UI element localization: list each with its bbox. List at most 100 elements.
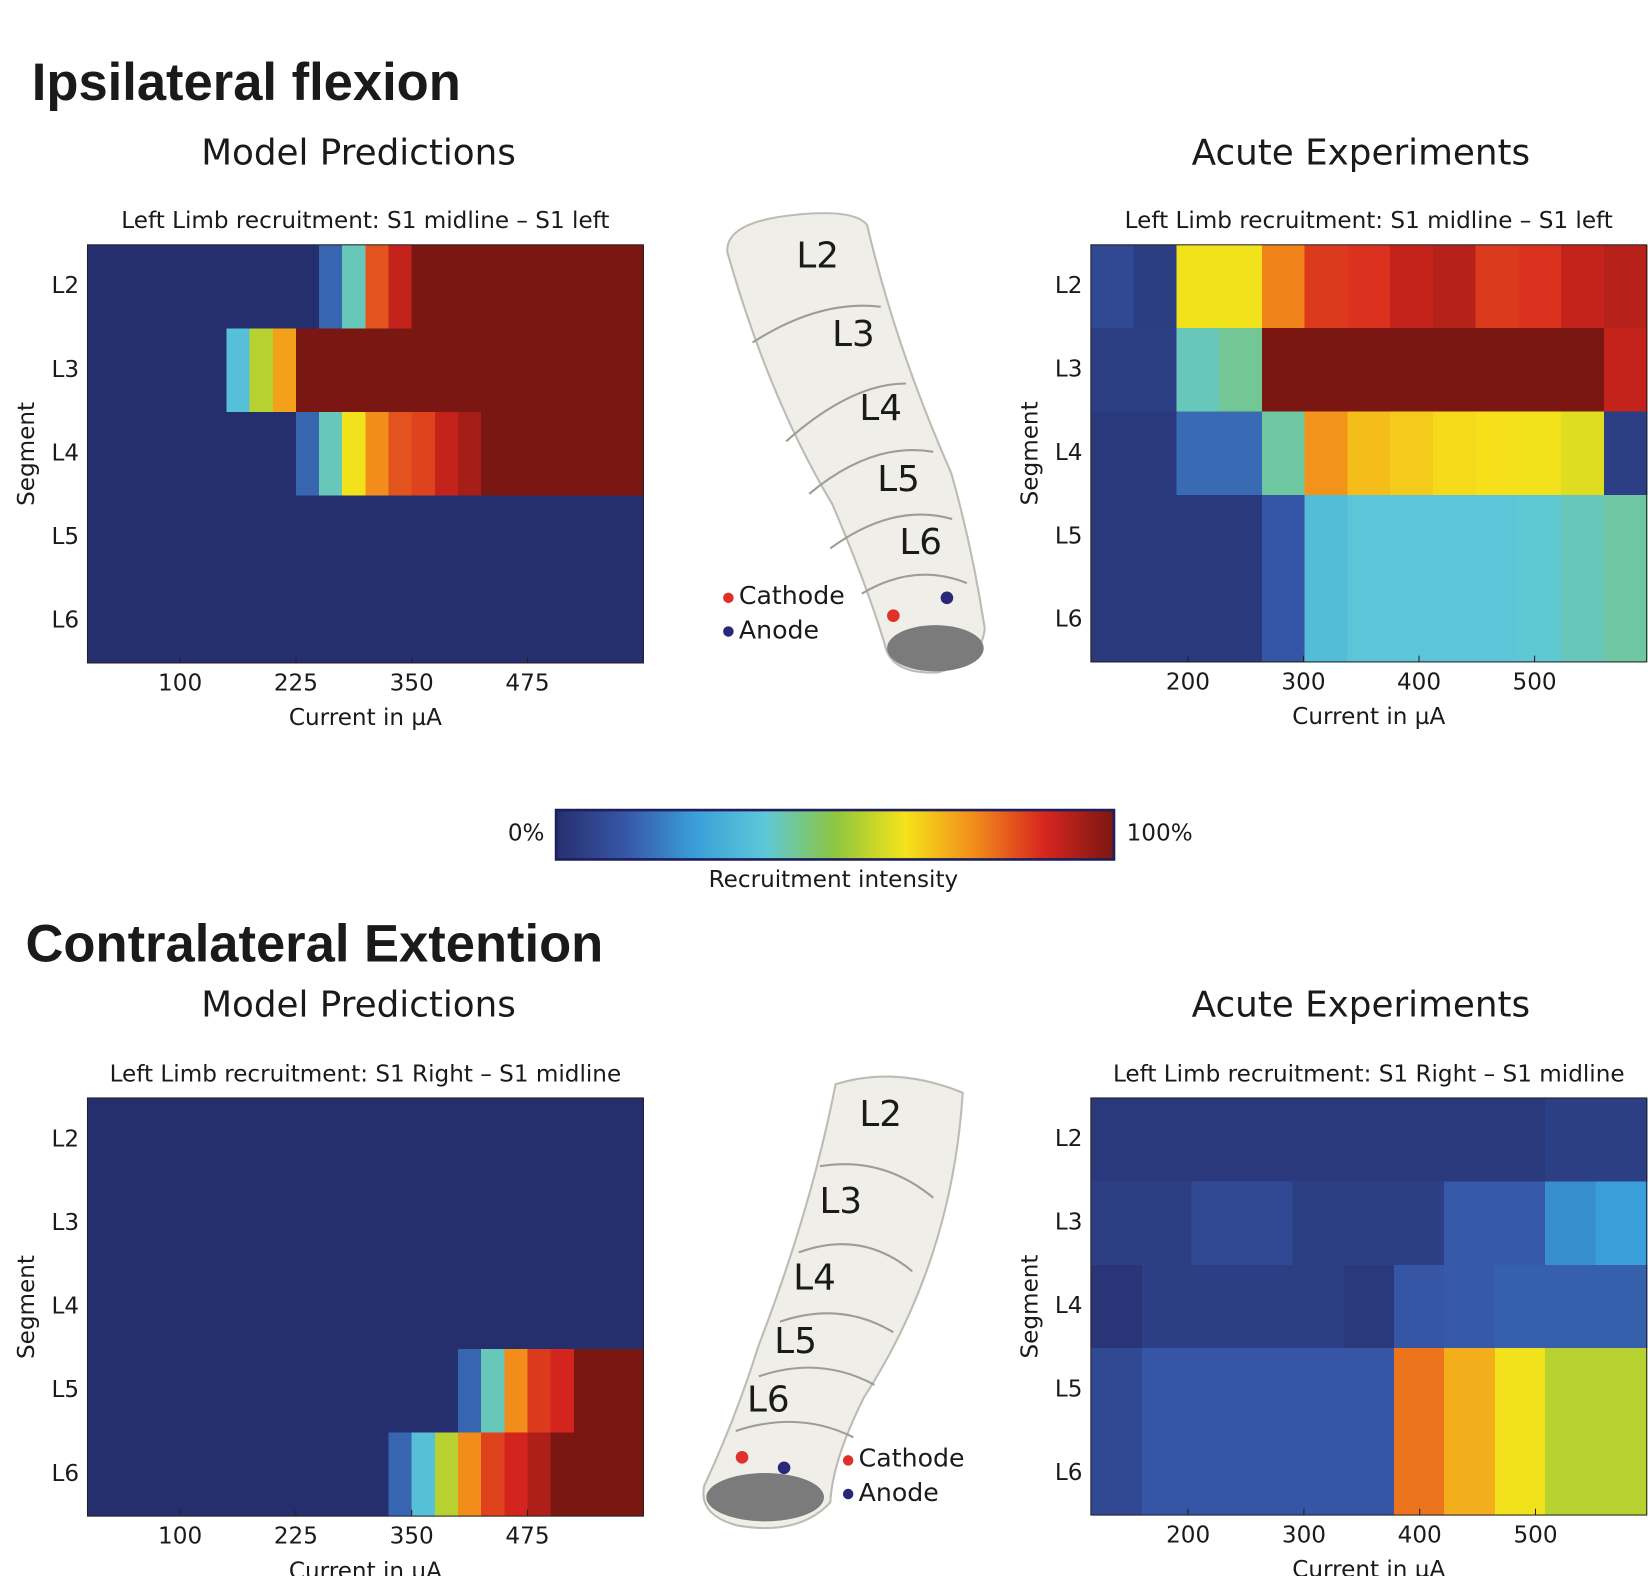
heatmap-cell (111, 412, 135, 496)
heatmap-cell (180, 328, 204, 412)
heatmap-cell (1604, 412, 1647, 496)
heatmap-cell (1596, 1432, 1648, 1516)
heatmap-cell (551, 1432, 575, 1516)
heatmap-cell (180, 579, 204, 663)
y-tick-label: L5 (51, 524, 79, 550)
heatmap-cell (481, 328, 505, 412)
heatmap-cell (111, 496, 135, 580)
section-heading: Contralateral Extention (25, 914, 603, 973)
y-tick-label: L3 (1055, 1210, 1083, 1236)
heatmap-cell (435, 1265, 459, 1349)
heatmap-cell (342, 245, 366, 329)
heatmap-cell (134, 328, 158, 412)
heatmap-cell (1305, 328, 1348, 412)
heatmap-cell (273, 1098, 297, 1182)
heatmap-cell (1219, 328, 1262, 412)
heatmap-cell (527, 1349, 551, 1433)
heatmap-cell (157, 245, 181, 329)
heatmap-cell (1390, 578, 1433, 662)
heatmap-cell (435, 1182, 459, 1266)
heatmap-cell (296, 412, 320, 496)
heatmap-cell (1305, 412, 1348, 496)
heatmap-cell (250, 579, 274, 663)
heatmap-cell (1495, 1348, 1545, 1432)
heatmap-cell (342, 1182, 366, 1266)
heatmap-cell (1596, 1098, 1648, 1182)
chart-title: Left Limb recruitment: S1 midline – S1 l… (1125, 208, 1613, 234)
heatmap-cell (1604, 328, 1647, 412)
heatmap-cell (319, 1349, 343, 1433)
heatmap-cell (435, 579, 459, 663)
y-tick-label: L3 (51, 1210, 79, 1236)
y-axis-label: Segment (14, 1255, 40, 1359)
heatmap-cell (481, 412, 505, 496)
anode-dot (778, 1461, 791, 1474)
heatmap-cell (1545, 1098, 1597, 1182)
heatmap-cell (620, 496, 644, 580)
heatmap-cell (250, 412, 274, 496)
colorbar (556, 810, 1114, 859)
heatmap-cell (203, 579, 227, 663)
heatmap-cell (527, 1098, 551, 1182)
heatmap-cell (527, 412, 551, 496)
heatmap-cell (157, 1182, 181, 1266)
heatmap-cell (1343, 1181, 1395, 1265)
heatmap-cell (435, 328, 459, 412)
heatmap-cell (527, 245, 551, 329)
heatmap-cell (1596, 1348, 1648, 1432)
heatmap-cell (342, 328, 366, 412)
segment-label: L5 (877, 459, 920, 500)
y-axis-label: Segment (1017, 1255, 1043, 1359)
heatmap-cell (504, 1265, 528, 1349)
heatmap-cell (365, 328, 389, 412)
heatmap-cell (412, 496, 436, 580)
heatmap-cell (273, 496, 297, 580)
heatmap: L2L3L4L5L6200300400500Current in µASegme… (1017, 1061, 1647, 1576)
heatmap-cell (574, 1349, 598, 1433)
heatmap-cell (250, 1098, 274, 1182)
heatmap-cell (273, 1432, 297, 1516)
heatmap-cell (342, 1349, 366, 1433)
heatmap-cell (458, 245, 482, 329)
heatmap-cell (1545, 1181, 1597, 1265)
heatmap-cell (203, 245, 227, 329)
heatmap-cell (412, 245, 436, 329)
heatmap-cell (203, 496, 227, 580)
heatmap-cell (87, 1265, 111, 1349)
heatmap-cell (1596, 1265, 1648, 1349)
heatmap-cell (157, 412, 181, 496)
heatmap-cell (504, 1349, 528, 1433)
heatmap-cell (527, 1265, 551, 1349)
heatmap-cell (250, 245, 274, 329)
heatmap-cell (389, 245, 413, 329)
heatmap-cell (1091, 1181, 1143, 1265)
heatmap-cell (1545, 1348, 1597, 1432)
heatmap-cell (226, 245, 250, 329)
heatmap-cell (250, 496, 274, 580)
group-title: Model Predictions (201, 132, 516, 173)
heatmap-cell (1433, 495, 1476, 579)
heatmap-cell (1091, 1432, 1143, 1516)
heatmap-cell (87, 1349, 111, 1433)
heatmap-cell (1476, 578, 1519, 662)
heatmap-cell (389, 328, 413, 412)
heatmap-cell (1343, 1265, 1395, 1349)
heatmap-cell (1518, 495, 1561, 579)
y-tick-label: L6 (1055, 1460, 1083, 1486)
heatmap-cell (273, 245, 297, 329)
heatmap-cell (435, 1098, 459, 1182)
heatmap-cell (504, 412, 528, 496)
heatmap-cell (458, 1265, 482, 1349)
heatmap-cell (551, 496, 575, 580)
heatmap-cell (1142, 1348, 1192, 1432)
heatmap-cell (1518, 412, 1561, 496)
heatmap-cell (551, 579, 575, 663)
heatmap-cell (319, 1432, 343, 1516)
heatmap-cell (481, 245, 505, 329)
heatmap-cell (1176, 495, 1219, 579)
heatmap-cell (250, 1182, 274, 1266)
x-axis-label: Current in µA (289, 705, 442, 731)
heatmap-cell (1545, 1265, 1597, 1349)
heatmap-cell (296, 579, 320, 663)
